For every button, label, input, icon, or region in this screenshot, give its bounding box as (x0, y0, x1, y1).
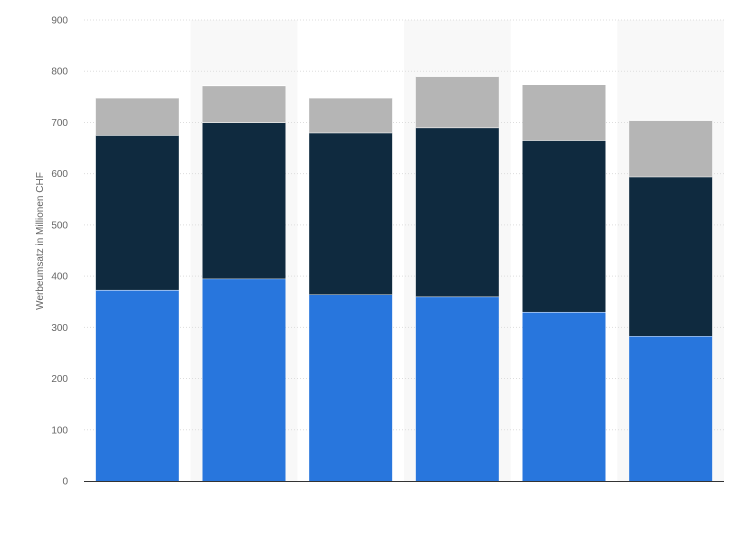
bar-2-segment-2[interactable] (202, 122, 286, 279)
bar-4-segment-1[interactable] (415, 296, 499, 481)
bar-6-segment-3[interactable] (629, 120, 713, 177)
bar-4-segment-2[interactable] (415, 127, 499, 297)
y-tick-label-500: 500 (51, 220, 68, 231)
bar-1-segment-2[interactable] (95, 135, 179, 290)
bar-2-segment-1[interactable] (202, 278, 286, 481)
y-tick-label-800: 800 (51, 67, 68, 78)
bars (95, 75, 713, 481)
bar-1-segment-1[interactable] (95, 289, 179, 481)
y-axis-title: Werbeumsatz in Millionen CHF (35, 172, 46, 310)
y-tick-label-700: 700 (51, 118, 68, 129)
bar-5-segment-2[interactable] (522, 140, 606, 312)
y-tick-label-0: 0 (62, 477, 68, 488)
bar-3-segment-3[interactable] (309, 97, 393, 133)
bar-6-segment-1[interactable] (629, 336, 713, 481)
bar-4-segment-3[interactable] (415, 76, 499, 128)
y-tick-label-200: 200 (51, 374, 68, 385)
axes: 0 100 200 300 400 500 600 700 800 900 (51, 16, 724, 488)
y-tick-label-600: 600 (51, 169, 68, 180)
bar-2-segment-3[interactable] (202, 85, 286, 123)
bar-1-segment-3[interactable] (95, 97, 179, 136)
bar-5-segment-3[interactable] (522, 84, 606, 141)
y-tick-label-100: 100 (51, 425, 68, 436)
y-tick-label-900: 900 (51, 16, 68, 27)
bar-3-segment-2[interactable] (309, 132, 393, 295)
bar-6-segment-2[interactable] (629, 176, 713, 337)
y-tick-label-300: 300 (51, 323, 68, 334)
y-tick-label-400: 400 (51, 272, 68, 283)
bar-3-segment-1[interactable] (309, 294, 393, 481)
bar-5-segment-1[interactable] (522, 311, 606, 481)
